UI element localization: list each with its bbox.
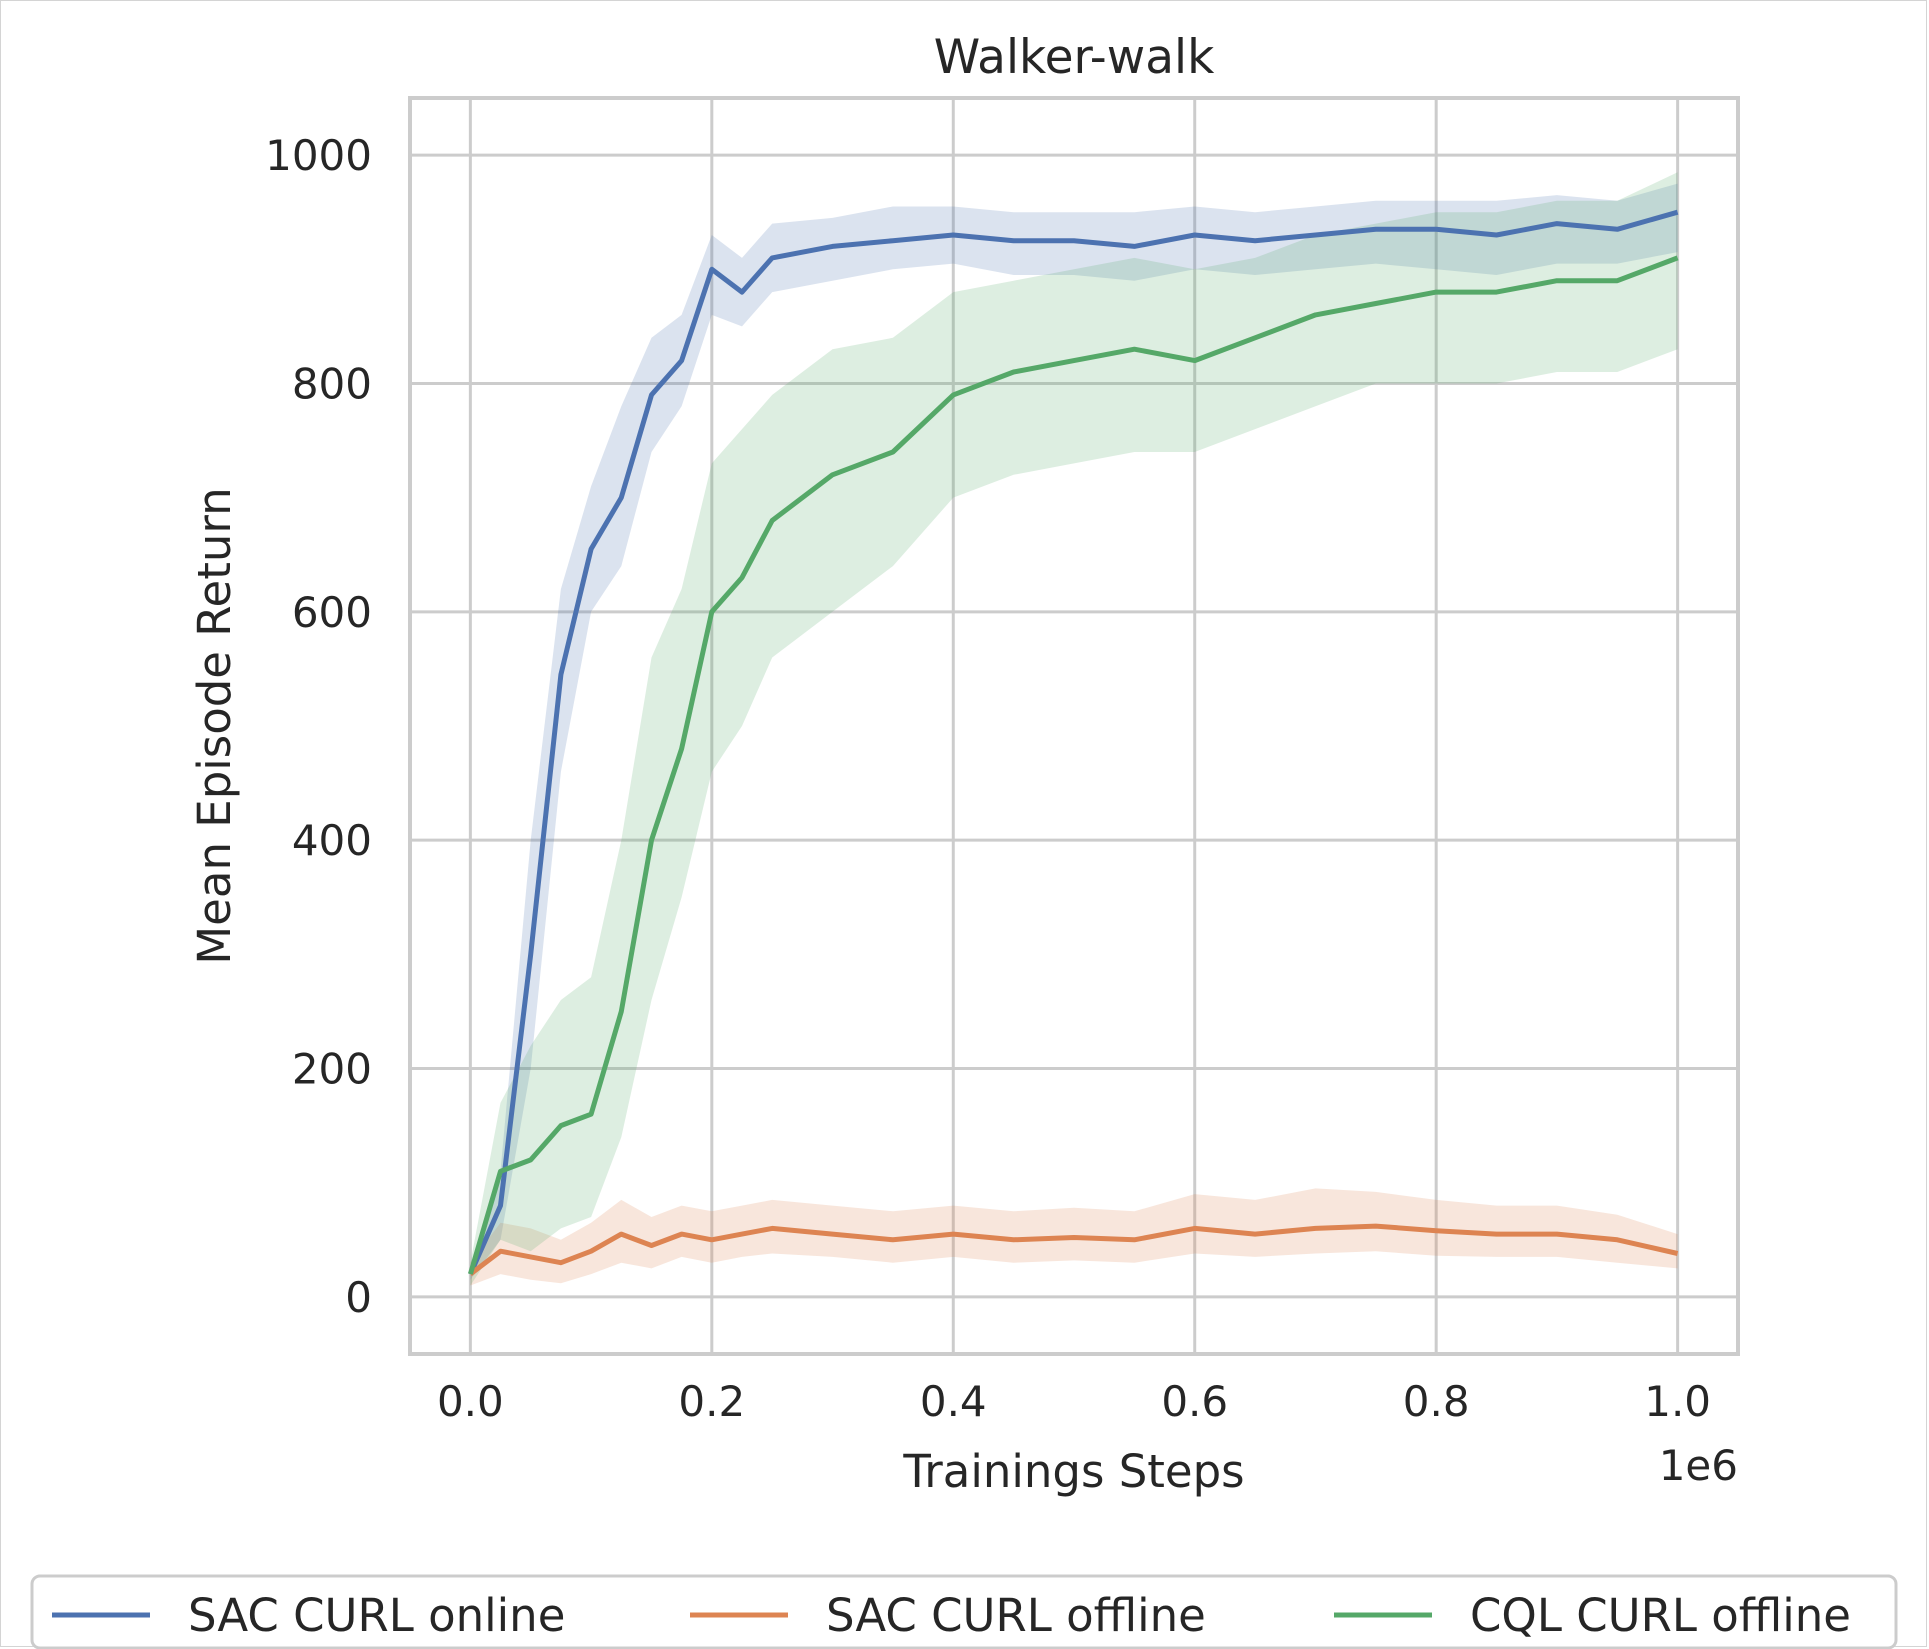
- plot-frame: [408, 96, 1740, 1356]
- x-offset-label: 1e6: [1659, 1441, 1738, 1490]
- y-tick-label: 600: [292, 588, 372, 637]
- x-tick-label: 1.0: [1644, 1377, 1711, 1426]
- y-tick-labels: 0 200 400 600 800 1000: [265, 131, 372, 1322]
- band-cql-curl-offline: [470, 172, 1678, 1286]
- legend-label-sac-curl-offline: SAC CURL offline: [826, 1589, 1206, 1642]
- y-tick-label: 400: [292, 816, 372, 865]
- y-tick-label: 200: [292, 1045, 372, 1094]
- y-tick-label: 1000: [265, 131, 372, 180]
- grid: [410, 98, 1738, 1354]
- x-tick-label: 0.6: [1161, 1377, 1228, 1426]
- confidence-bands: [470, 172, 1678, 1286]
- line-sac-curl-online: [468, 209, 1679, 1276]
- y-tick-label: 0: [345, 1273, 372, 1322]
- x-tick-labels: 0.0 0.2 0.4 0.6 0.8 1.0: [437, 1377, 1711, 1426]
- x-tick-label: 0.8: [1403, 1377, 1470, 1426]
- legend-label-sac-curl-online: SAC CURL online: [188, 1589, 565, 1642]
- y-tick-label: 800: [292, 359, 372, 408]
- x-tick-label: 0.2: [678, 1377, 745, 1426]
- line-cql-curl-offline: [468, 255, 1679, 1275]
- legend-box: [30, 1574, 1898, 1649]
- y-axis-label: Mean Episode Return: [188, 487, 241, 964]
- x-tick-label: 0.4: [920, 1377, 987, 1426]
- x-axis-label: Trainings Steps: [902, 1445, 1244, 1498]
- x-tick-label: 0.0: [437, 1377, 504, 1426]
- legend: SAC CURL online SAC CURL offline CQL CUR…: [30, 1574, 1898, 1649]
- legend-label-cql-curl-offline: CQL CURL offline: [1470, 1589, 1851, 1642]
- chart-title: Walker-walk: [934, 30, 1215, 85]
- line-sac-curl-offline: [468, 1223, 1679, 1277]
- series-lines: [468, 209, 1679, 1277]
